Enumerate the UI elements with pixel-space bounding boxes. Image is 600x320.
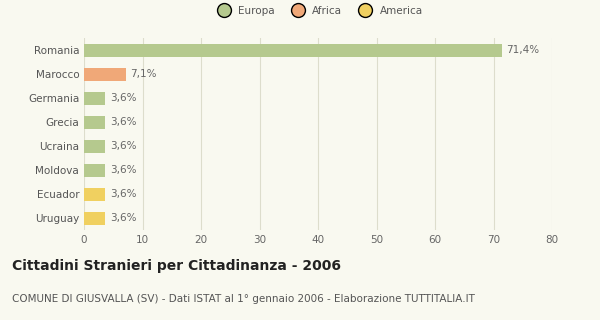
Bar [84,212,105,225]
Text: 71,4%: 71,4% [506,45,539,55]
Bar [84,140,105,153]
Bar [84,92,105,105]
Text: 3,6%: 3,6% [110,189,136,199]
Text: 3,6%: 3,6% [110,165,136,175]
Text: 3,6%: 3,6% [110,213,136,223]
Bar [84,164,105,177]
Bar [84,68,125,81]
Text: 3,6%: 3,6% [110,141,136,151]
Bar [84,116,105,129]
Text: 3,6%: 3,6% [110,117,136,127]
Text: 3,6%: 3,6% [110,93,136,103]
Bar [84,188,105,201]
Legend: Europa, Africa, America: Europa, Africa, America [209,1,427,20]
Text: 7,1%: 7,1% [130,69,157,79]
Text: COMUNE DI GIUSVALLA (SV) - Dati ISTAT al 1° gennaio 2006 - Elaborazione TUTTITAL: COMUNE DI GIUSVALLA (SV) - Dati ISTAT al… [12,294,475,304]
Text: Cittadini Stranieri per Cittadinanza - 2006: Cittadini Stranieri per Cittadinanza - 2… [12,259,341,273]
Bar [84,44,502,57]
